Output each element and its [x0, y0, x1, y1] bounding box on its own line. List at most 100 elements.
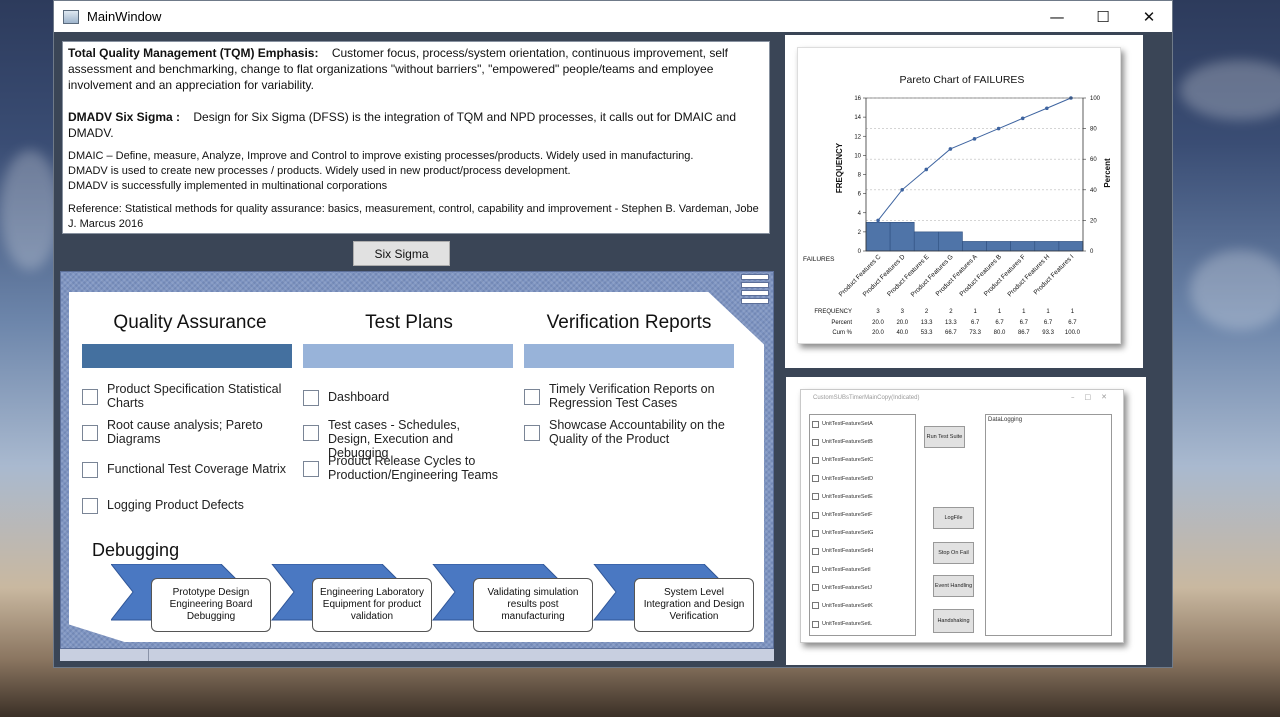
unit-test-label: UnitTestFeatureSetI: [822, 566, 871, 573]
qa-item: Root cause analysis; Pareto Diagrams: [82, 418, 282, 446]
test-plan-item-label: Test cases - Schedules, Design, Executio…: [328, 418, 461, 460]
run-test-suite-button[interactable]: Run Test Suite: [924, 426, 965, 448]
table-value: 1: [1046, 309, 1050, 315]
table-value: 1: [974, 309, 978, 315]
maximize-button[interactable]: ☐: [1096, 7, 1110, 26]
cumulative-point: [876, 218, 880, 223]
unit-test-checkbox[interactable]: [812, 438, 819, 446]
dmadv-implemented-line: DMADV is successfully implemented in mul…: [68, 180, 388, 192]
x-tick-label: Product Features H: [1006, 253, 1051, 298]
wallpaper-cloud: [1190, 250, 1280, 330]
runner-window-controls: –□✕: [1071, 393, 1117, 401]
cumulative-point: [924, 167, 929, 172]
minimize-button[interactable]: —: [1049, 7, 1065, 26]
x-tick-label: Product Features A: [935, 253, 980, 298]
dmadv-line: DMADV is used to create new processes / …: [68, 165, 571, 177]
table-value: 6.7: [1068, 320, 1077, 326]
table-value: 3: [876, 309, 880, 315]
table-value: 1: [1022, 309, 1026, 315]
unit-test-checkbox[interactable]: [812, 475, 819, 483]
bar-product-features-f: [1010, 241, 1036, 252]
table-row-label: Percent: [831, 320, 852, 326]
unit-test-checkbox[interactable]: [812, 420, 819, 428]
verification-item-label: Timely Verification Reports on Regressio…: [549, 382, 715, 410]
x-tick-label: Product Features F: [983, 253, 1027, 297]
unit-test-list[interactable]: UnitTestFeatureSetA UnitTestFeatureSetB Un…: [809, 414, 916, 636]
unit-test-checkbox[interactable]: [812, 511, 819, 519]
verification-checkbox[interactable]: [524, 425, 540, 441]
cumulative-point: [948, 147, 953, 151]
bar-product-features-i: [1058, 241, 1084, 252]
unit-test-checkbox[interactable]: [812, 566, 819, 574]
unit-test-item[interactable]: UnitTestFeatureSetE: [810, 488, 915, 506]
qa-checkbox[interactable]: [82, 498, 98, 514]
bar-product-features-e: [913, 231, 939, 252]
test-runner-panel: CustomSUBsTimerMainCopy(Indicated) –□✕ U…: [786, 377, 1146, 665]
bar-product-features-c: [865, 222, 891, 252]
table-value: 73.3: [969, 330, 981, 336]
wallpaper-cloud: [1180, 60, 1280, 120]
unit-test-item[interactable]: UnitTestFeatureSetA: [810, 415, 915, 433]
tqm-heading: Total Quality Management (TQM) Emphasis:: [68, 46, 319, 60]
qa-item: Functional Test Coverage Matrix: [82, 462, 292, 478]
event-handling-button[interactable]: Event Handling: [933, 575, 974, 597]
unit-test-item[interactable]: UnitTestFeatureSetK: [810, 597, 915, 615]
column-title-quality-assurance: Quality Assurance: [113, 312, 267, 333]
unit-test-label: UnitTestFeatureSetG: [822, 530, 874, 537]
handshaking-button[interactable]: Handshaking: [933, 609, 974, 633]
unit-test-label: UnitTestFeatureSetL: [822, 621, 873, 628]
y2-tick-label: 80: [1090, 127, 1097, 133]
unit-test-item[interactable]: UnitTestFeatureSetD: [810, 470, 915, 488]
unit-test-item[interactable]: UnitTestFeatureSetC: [810, 451, 915, 469]
unit-test-item[interactable]: UnitTestFeatureSetB: [810, 433, 915, 451]
unit-test-checkbox[interactable]: [812, 456, 819, 464]
qa-checkbox[interactable]: [82, 389, 98, 405]
unit-test-item[interactable]: UnitTestFeatureSetL: [810, 615, 915, 633]
unit-test-checkbox[interactable]: [812, 584, 819, 592]
debug-step-box: Prototype Design Engineering Board Debug…: [151, 578, 271, 632]
column-title-test-plans: Test Plans: [365, 312, 453, 333]
unit-test-item[interactable]: UnitTestFeatureSetF: [810, 506, 915, 524]
y2-tick-label: 0: [1090, 249, 1094, 255]
x-axis-label: FAILURES: [803, 256, 835, 263]
unit-test-label: UnitTestFeatureSetK: [822, 602, 873, 609]
qa-checkbox[interactable]: [82, 462, 98, 478]
qa-item: Logging Product Defects: [82, 498, 292, 514]
data-logging-box[interactable]: DataLogging: [985, 414, 1112, 636]
unit-test-checkbox[interactable]: [812, 547, 819, 555]
y-tick-label: 6: [858, 192, 862, 198]
bar-product-features-d: [889, 222, 915, 252]
chart-title: Pareto Chart of FAILURES: [900, 74, 1025, 86]
bar-product-features-g: [938, 231, 963, 252]
verification-item-label: Showcase Accountability on the Quality o…: [549, 418, 725, 446]
stop-on-fail-button[interactable]: Stop On Fail: [933, 542, 974, 564]
unit-test-item[interactable]: UnitTestFeatureSetH: [810, 542, 915, 560]
unit-test-checkbox[interactable]: [812, 620, 819, 628]
runner-title: CustomSUBsTimerMainCopy(Indicated): [813, 395, 920, 401]
window-title: MainWindow: [87, 9, 162, 24]
unit-test-item[interactable]: UnitTestFeatureSetG: [810, 524, 915, 542]
qa-checkbox[interactable]: [82, 425, 98, 441]
unit-test-checkbox[interactable]: [812, 602, 819, 610]
cumulative-point: [900, 188, 904, 192]
y-tick-label: 14: [854, 115, 861, 121]
verification-item: Timely Verification Reports on Regressio…: [524, 382, 734, 410]
unit-test-checkbox[interactable]: [812, 529, 819, 537]
verification-checkbox[interactable]: [524, 389, 540, 405]
table-value: 100.0: [1065, 330, 1081, 336]
unit-test-checkbox[interactable]: [812, 493, 819, 501]
test-plan-checkbox[interactable]: [303, 390, 319, 406]
y2-tick-label: 20: [1090, 218, 1097, 224]
unit-test-item[interactable]: UnitTestFeatureSetI: [810, 561, 915, 579]
logfile-button[interactable]: LogFile: [933, 507, 974, 529]
test-plan-checkbox[interactable]: [303, 461, 319, 477]
x-tick-label: Product Features G: [910, 253, 955, 298]
test-plan-checkbox[interactable]: [303, 425, 319, 441]
close-button[interactable]: ✕: [1142, 7, 1156, 26]
unit-test-item[interactable]: UnitTestFeatureSetJ: [810, 579, 915, 597]
six-sigma-button[interactable]: Six Sigma: [353, 241, 450, 266]
tqm-description-textbox[interactable]: Total Quality Management (TQM) Emphasis:…: [62, 41, 770, 234]
y-tick-label: 2: [858, 230, 862, 236]
y2-axis-label: Percent: [1103, 158, 1112, 188]
